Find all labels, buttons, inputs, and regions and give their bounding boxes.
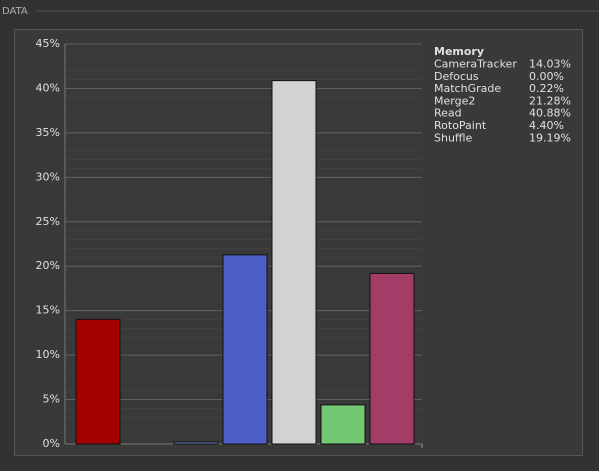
panel-title: DATA [2,6,28,17]
bar [75,318,121,445]
y-tick-label: 35% [36,126,60,139]
legend-name: Defocus [434,70,479,83]
bar [222,254,268,445]
bar [173,441,219,445]
y-tick-label: 25% [36,215,60,228]
legend-value: 0.22% [529,82,564,95]
y-tick-label: 20% [36,259,60,272]
legend-name: Read [434,107,462,120]
legend-title: Memory [434,45,484,58]
legend-name: Shuffle [434,131,473,144]
legend-name: CameraTracker [434,58,517,71]
legend-value: 14.03% [529,58,571,71]
y-tick-label: 45% [36,37,60,50]
legend-value: 19.19% [529,131,571,144]
y-tick-label: 10% [36,348,60,361]
legend-value: 0.00% [529,70,564,83]
y-tick-label: 30% [36,170,60,183]
y-tick-label: 0% [43,437,60,450]
y-tick-label: 40% [36,81,60,94]
legend-value: 4.40% [529,119,564,132]
legend-name: RotoPaint [434,119,487,132]
bar [369,272,415,445]
bar [320,404,366,445]
y-tick-label: 15% [36,304,60,317]
legend-value: 40.88% [529,107,571,120]
legend-value: 21.28% [529,94,571,107]
legend-name: MatchGrade [434,82,501,95]
legend-name: Merge2 [434,94,475,107]
y-tick-label: 5% [43,393,60,406]
bar [271,80,317,445]
